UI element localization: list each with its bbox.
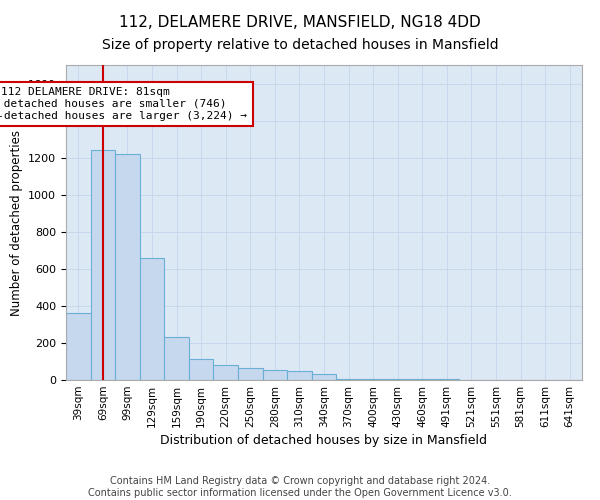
Bar: [238, 368, 263, 380]
Bar: [385, 379, 410, 380]
Bar: [164, 338, 189, 380]
Bar: [312, 374, 336, 380]
Bar: [189, 358, 214, 380]
Y-axis label: Number of detached properties: Number of detached properties: [10, 130, 23, 316]
Text: Size of property relative to detached houses in Mansfield: Size of property relative to detached ho…: [101, 38, 499, 52]
Text: 112 DELAMERE DRIVE: 81sqm
← 19% of detached houses are smaller (746)
81% of semi: 112 DELAMERE DRIVE: 81sqm ← 19% of detac…: [0, 88, 247, 120]
Text: 112, DELAMERE DRIVE, MANSFIELD, NG18 4DD: 112, DELAMERE DRIVE, MANSFIELD, NG18 4DD: [119, 15, 481, 30]
Bar: [66, 314, 91, 380]
Bar: [91, 150, 115, 380]
Bar: [140, 258, 164, 380]
Bar: [410, 379, 434, 380]
Bar: [287, 370, 312, 380]
Text: Contains HM Land Registry data © Crown copyright and database right 2024.
Contai: Contains HM Land Registry data © Crown c…: [88, 476, 512, 498]
Bar: [263, 370, 287, 380]
Bar: [115, 154, 140, 380]
Bar: [214, 365, 238, 380]
Bar: [336, 378, 361, 380]
Bar: [361, 378, 385, 380]
Bar: [434, 379, 459, 380]
X-axis label: Distribution of detached houses by size in Mansfield: Distribution of detached houses by size …: [161, 434, 487, 447]
